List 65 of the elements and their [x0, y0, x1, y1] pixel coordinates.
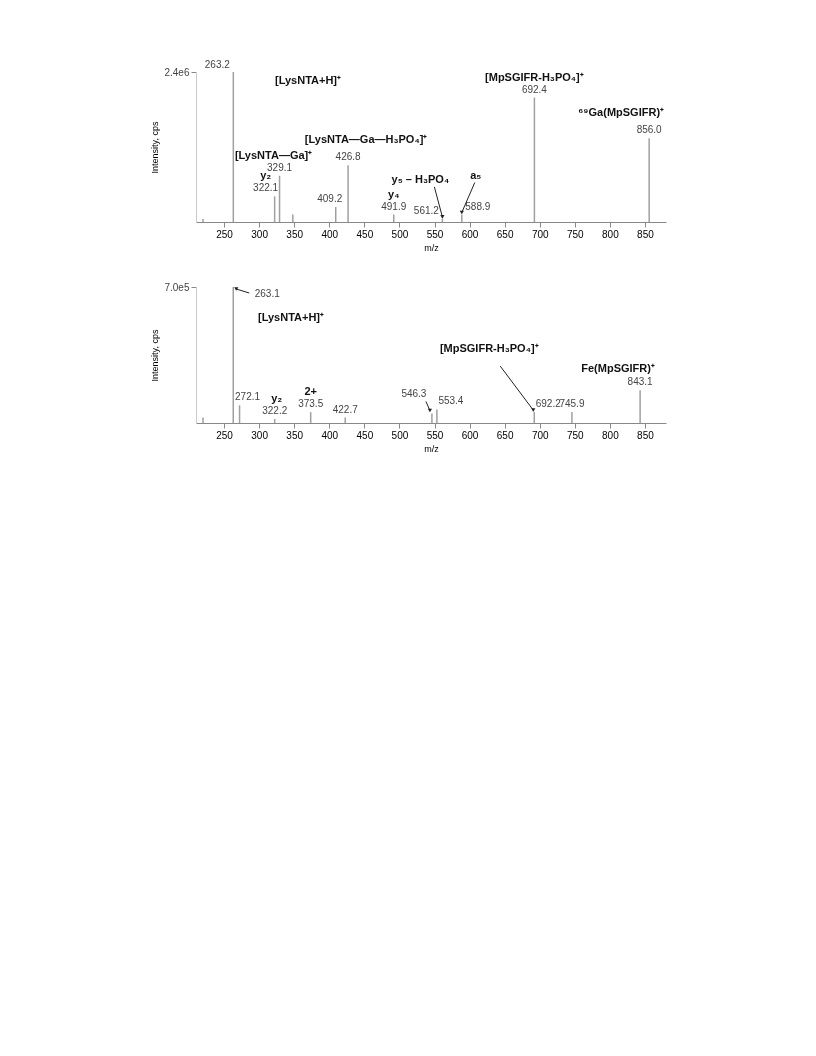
annotation: y₂ [271, 391, 283, 404]
x-tick-label: 650 [496, 429, 514, 441]
x-tick-label: 800 [602, 228, 620, 240]
annotation: 553.4 [438, 395, 464, 407]
x-tick-label: 700 [531, 429, 550, 441]
annotation: 422.7 [332, 403, 359, 415]
x-tick-label: 550 [426, 429, 444, 441]
annotation: 263.2 [204, 59, 231, 70]
annotation: ⁶⁹Ga(MpSGIFR)⁺ [578, 106, 665, 119]
annotation: Fe(MpSGIFR)⁺ [581, 362, 655, 375]
x-tick-label: 300 [251, 228, 269, 240]
annotation: a₅ [470, 168, 482, 181]
x-tick-label: 650 [496, 228, 514, 240]
annotation: 588.9 [465, 200, 491, 212]
annotation: 692.4 [521, 83, 548, 95]
x-axis-title: m/z [424, 242, 440, 253]
x-tick-label: 800 [602, 429, 620, 441]
x-tick-label: 350 [286, 228, 304, 240]
annotation: y₄ [388, 187, 400, 200]
x-tick-label: 450 [356, 429, 374, 441]
annotation: 843.1 [627, 376, 654, 388]
x-tick-label: 400 [321, 429, 339, 441]
annotation: [LysNTA+H]⁺ [274, 74, 342, 86]
annotation: 856.0 [636, 124, 663, 136]
annotation: [LysNTA—Ga]⁺ [234, 148, 313, 161]
annotation: 272.1 [235, 391, 261, 403]
y-tick-label: 2.4e6 [164, 66, 190, 78]
y-axis-title: Intensity, cps [150, 329, 161, 382]
x-tick-label: 400 [321, 228, 339, 240]
annotation: [LysNTA+H]⁺ [257, 311, 325, 323]
x-tick-label: 500 [391, 429, 409, 441]
annotation: 491.9 [381, 200, 407, 212]
annotation: [LysNTA—Ga—H₃PO₄]⁺ [304, 133, 428, 146]
annotation: 561.2 [413, 204, 440, 216]
annotation: [MpSGIFR-H₃PO₄]⁺ [485, 70, 584, 83]
x-tick-label: 500 [391, 228, 409, 240]
x-tick-label: 600 [461, 228, 479, 240]
annotation: 409.2 [317, 193, 343, 204]
x-tick-label: 600 [461, 429, 479, 441]
x-tick-label: 850 [637, 228, 655, 240]
annotation: 322.2 [262, 404, 288, 416]
x-tick-label: 750 [566, 228, 585, 240]
annotation: 692.2 [535, 398, 562, 410]
x-tick-label: 850 [637, 429, 655, 441]
annotation: 329.1 [267, 161, 293, 173]
x-tick-label: 250 [216, 429, 234, 441]
x-tick-label: 750 [566, 429, 585, 441]
annotation: 546.3 [401, 388, 427, 400]
annotation: y₅ – H₃PO₄ [391, 172, 450, 185]
annotation: 322.1 [253, 182, 279, 194]
x-tick-label: 550 [426, 228, 444, 240]
annotation: 2+ [304, 385, 317, 398]
y-axis-title: Intensity, cps [150, 121, 161, 174]
x-tick-label: 450 [356, 228, 374, 240]
annotation: 373.5 [298, 398, 324, 410]
x-axis-title: m/z [424, 443, 440, 454]
annotation: 263.1 [254, 288, 281, 299]
annotation: 745.9 [559, 398, 585, 410]
x-tick-label: 700 [531, 228, 550, 240]
annotation: [MpSGIFR-H₃PO₄]⁺ [439, 342, 539, 355]
y-tick-label: 7.0e5 [164, 281, 190, 293]
x-tick-label: 250 [216, 228, 234, 240]
x-tick-label: 300 [251, 429, 269, 441]
x-tick-label: 350 [286, 429, 304, 441]
annotation: 426.8 [335, 151, 362, 163]
